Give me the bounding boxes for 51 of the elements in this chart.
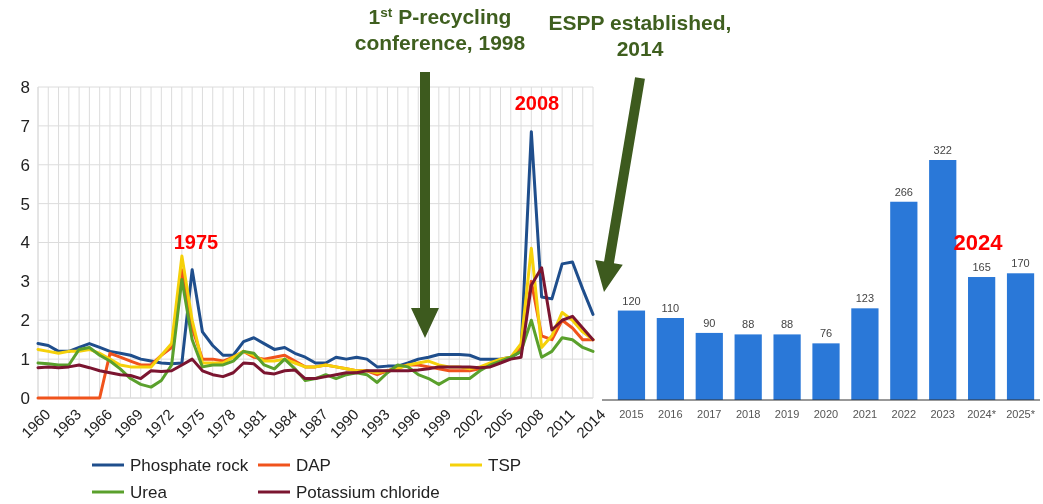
data-label: 266 xyxy=(894,185,913,198)
x-tick-label: 2018 xyxy=(735,408,761,420)
x-tick-label: 2025* xyxy=(1006,408,1036,420)
y-tick-label: 5 xyxy=(20,194,30,214)
data-label: 322 xyxy=(933,144,952,156)
bar xyxy=(851,308,879,400)
y-tick-label: 6 xyxy=(20,155,30,175)
x-tick-label: 2015 xyxy=(619,408,644,420)
data-label: 90 xyxy=(703,316,716,329)
bar xyxy=(968,277,996,400)
bar xyxy=(812,343,840,400)
data-label: 120 xyxy=(622,294,641,307)
annotation: 2008 xyxy=(514,92,560,114)
x-tick-label: 2023 xyxy=(930,408,955,420)
legend-label: Potassium chloride xyxy=(296,482,440,502)
legend-label: Urea xyxy=(130,482,168,502)
x-tick-label: 2019 xyxy=(774,408,800,420)
x-tick-label: 2020 xyxy=(813,408,839,420)
x-tick-label: 2017 xyxy=(697,408,722,420)
legend-label: DAP xyxy=(296,455,331,475)
text: ESPP established, 2014 xyxy=(548,11,732,60)
data-label: 88 xyxy=(742,318,755,331)
data-label: 88 xyxy=(780,318,794,331)
y-tick-label: 2 xyxy=(20,311,30,331)
legend-label: Phosphate rock xyxy=(130,455,249,475)
x-tick-label: 2022 xyxy=(891,408,917,420)
bar xyxy=(773,334,801,400)
legend-label: TSP xyxy=(488,455,522,475)
y-tick-label: 4 xyxy=(20,233,30,253)
y-tick-label: 8 xyxy=(20,77,30,97)
bar xyxy=(890,201,918,400)
x-tick-label: 2016 xyxy=(658,408,683,420)
bar xyxy=(695,332,723,400)
bar xyxy=(656,318,684,400)
annotation: 1975 xyxy=(173,231,219,253)
x-tick-label: 2024* xyxy=(967,408,997,420)
data-label: 165 xyxy=(972,261,991,274)
y-tick-label: 0 xyxy=(20,388,30,408)
data-label: 110 xyxy=(661,302,680,315)
data-label: 170 xyxy=(1011,257,1030,270)
bar xyxy=(1006,273,1035,400)
y-tick-label: 3 xyxy=(20,272,30,292)
y-tick-label: 1 xyxy=(20,350,30,370)
bar xyxy=(617,310,646,400)
data-label: 123 xyxy=(855,292,875,305)
data-label: 76 xyxy=(819,327,833,340)
bar xyxy=(734,334,762,400)
line-series xyxy=(36,266,595,381)
y-tick-label: 7 xyxy=(20,116,30,136)
text: 1$^{st}$ P-recycling conference, 1998 xyxy=(354,4,526,54)
x-tick-label: 2021 xyxy=(852,408,878,420)
